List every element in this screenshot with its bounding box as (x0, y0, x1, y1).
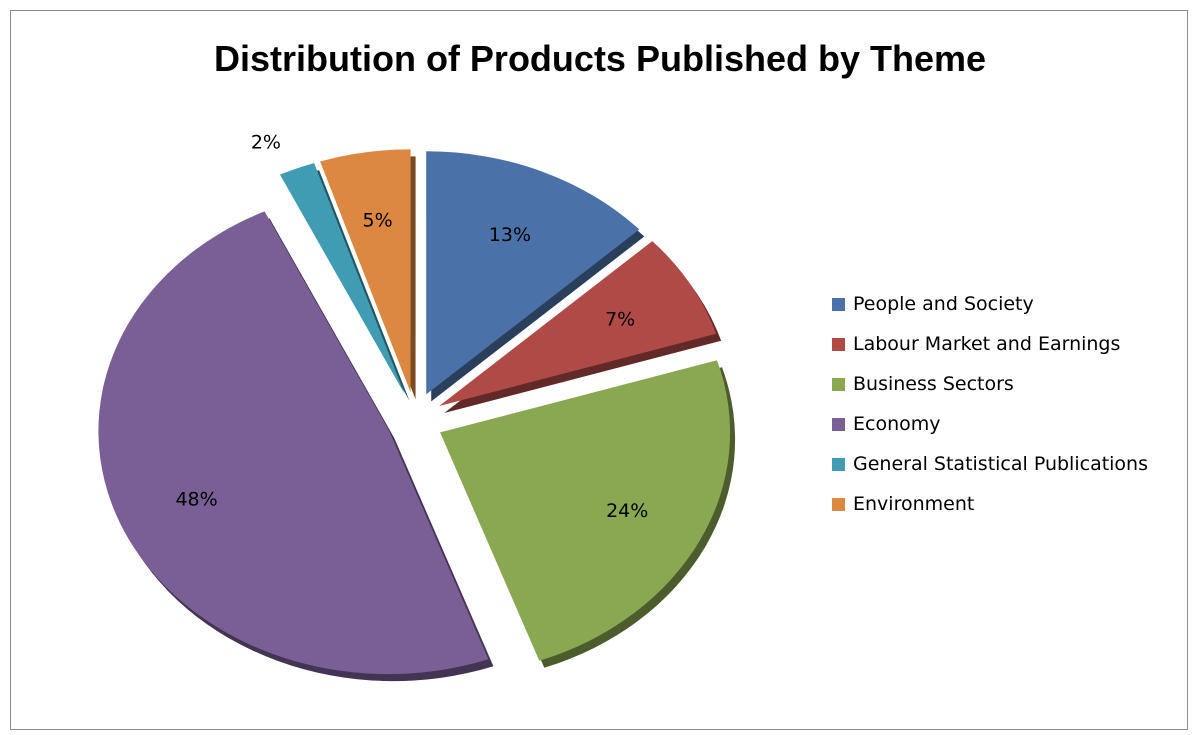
legend-label: Economy (853, 413, 941, 435)
legend-swatch (832, 457, 845, 471)
legend-item-economy: Economy (832, 404, 1148, 444)
data-label-general-statistical-publications: 2% (251, 131, 281, 153)
slice-people-and-society (426, 151, 640, 395)
data-label-labour-market-and-earnings: 7% (605, 309, 635, 331)
data-label-business-sectors: 24% (606, 500, 648, 522)
data-label-people-and-society: 13% (489, 224, 531, 246)
legend-item-environment: Environment (832, 484, 1148, 524)
legend-swatch (832, 417, 845, 431)
legend-swatch (832, 337, 845, 351)
legend-label: Environment (853, 493, 975, 515)
slice-economy (98, 211, 489, 675)
legend-item-people-and-society: People and Society (832, 284, 1148, 324)
legend-swatch (832, 297, 845, 311)
slice-environment (320, 149, 411, 393)
legend-label: General Statistical Publications (853, 453, 1149, 475)
legend-label: People and Society (853, 293, 1034, 315)
legend-item-business-sectors: Business Sectors (832, 364, 1148, 404)
slice-labour-market-and-earnings (439, 241, 717, 406)
legend: People and Society Labour Market and Earn… (832, 284, 1148, 524)
legend-item-general-statistical-publications: General Statistical Publications (832, 444, 1148, 484)
legend-label: Business Sectors (853, 373, 1014, 395)
data-label-environment: 5% (363, 210, 393, 232)
legend-item-labour-market-and-earnings: Labour Market and Earnings (832, 324, 1148, 364)
legend-label: Labour Market and Earnings (853, 333, 1121, 355)
slice-general-statistical-publications (280, 163, 405, 395)
legend-swatch (832, 497, 845, 511)
legend-swatch (832, 377, 845, 391)
slice-business-sectors (440, 360, 731, 661)
chart-title: Distribution of Products Published by Th… (213, 38, 987, 79)
data-label-economy: 48% (175, 488, 217, 510)
